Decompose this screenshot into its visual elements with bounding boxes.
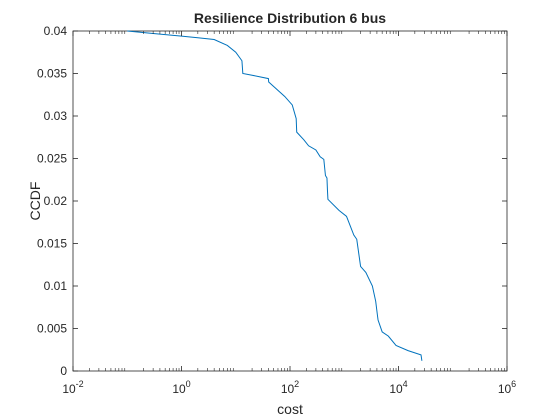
x-tick-label-base: 10 (498, 382, 512, 396)
y-tick-label: 0.02 (44, 194, 68, 208)
x-tick-label-base: 10 (172, 382, 186, 396)
chart-title: Resilience Distribution 6 bus (194, 10, 386, 26)
y-tick-label: 0 (60, 364, 67, 378)
y-tick-label: 0.04 (44, 24, 68, 38)
y-axis-label: CCDF (27, 182, 43, 221)
x-axis-label: cost (277, 401, 303, 417)
x-tick-label-exponent: 0 (186, 379, 191, 389)
x-tick-label-exponent: 2 (294, 379, 299, 389)
y-tick-label: 0.005 (37, 322, 67, 336)
x-tick-label-base: 10 (62, 382, 76, 396)
y-tick-label: 0.03 (44, 109, 68, 123)
y-tick-label: 0.035 (37, 67, 67, 81)
series-line (127, 30, 423, 361)
x-tick-label-base: 10 (389, 382, 403, 396)
x-tick-label-exponent: -2 (76, 379, 84, 389)
x-tick-label: 106 (498, 379, 516, 396)
axes-box (72, 30, 508, 372)
plot-area (72, 30, 508, 372)
x-tick-label-exponent: 4 (403, 379, 408, 389)
x-tick-label: 100 (172, 379, 190, 396)
x-tick-label-base: 10 (281, 382, 295, 396)
y-tick-label: 0.025 (37, 152, 67, 166)
y-tick-label: 0.015 (37, 237, 67, 251)
x-tick-label: 10-2 (62, 379, 83, 396)
x-tick-label: 104 (389, 379, 407, 396)
x-tick-label: 102 (281, 379, 299, 396)
y-tick-label: 0.01 (44, 279, 68, 293)
x-tick-label-exponent: 6 (511, 379, 516, 389)
labels-layer: Resilience Distribution 6 bus cost CCDF (27, 10, 386, 417)
ticks-layer: 00.0050.010.0150.020.0250.030.0350.0410-… (37, 24, 516, 396)
